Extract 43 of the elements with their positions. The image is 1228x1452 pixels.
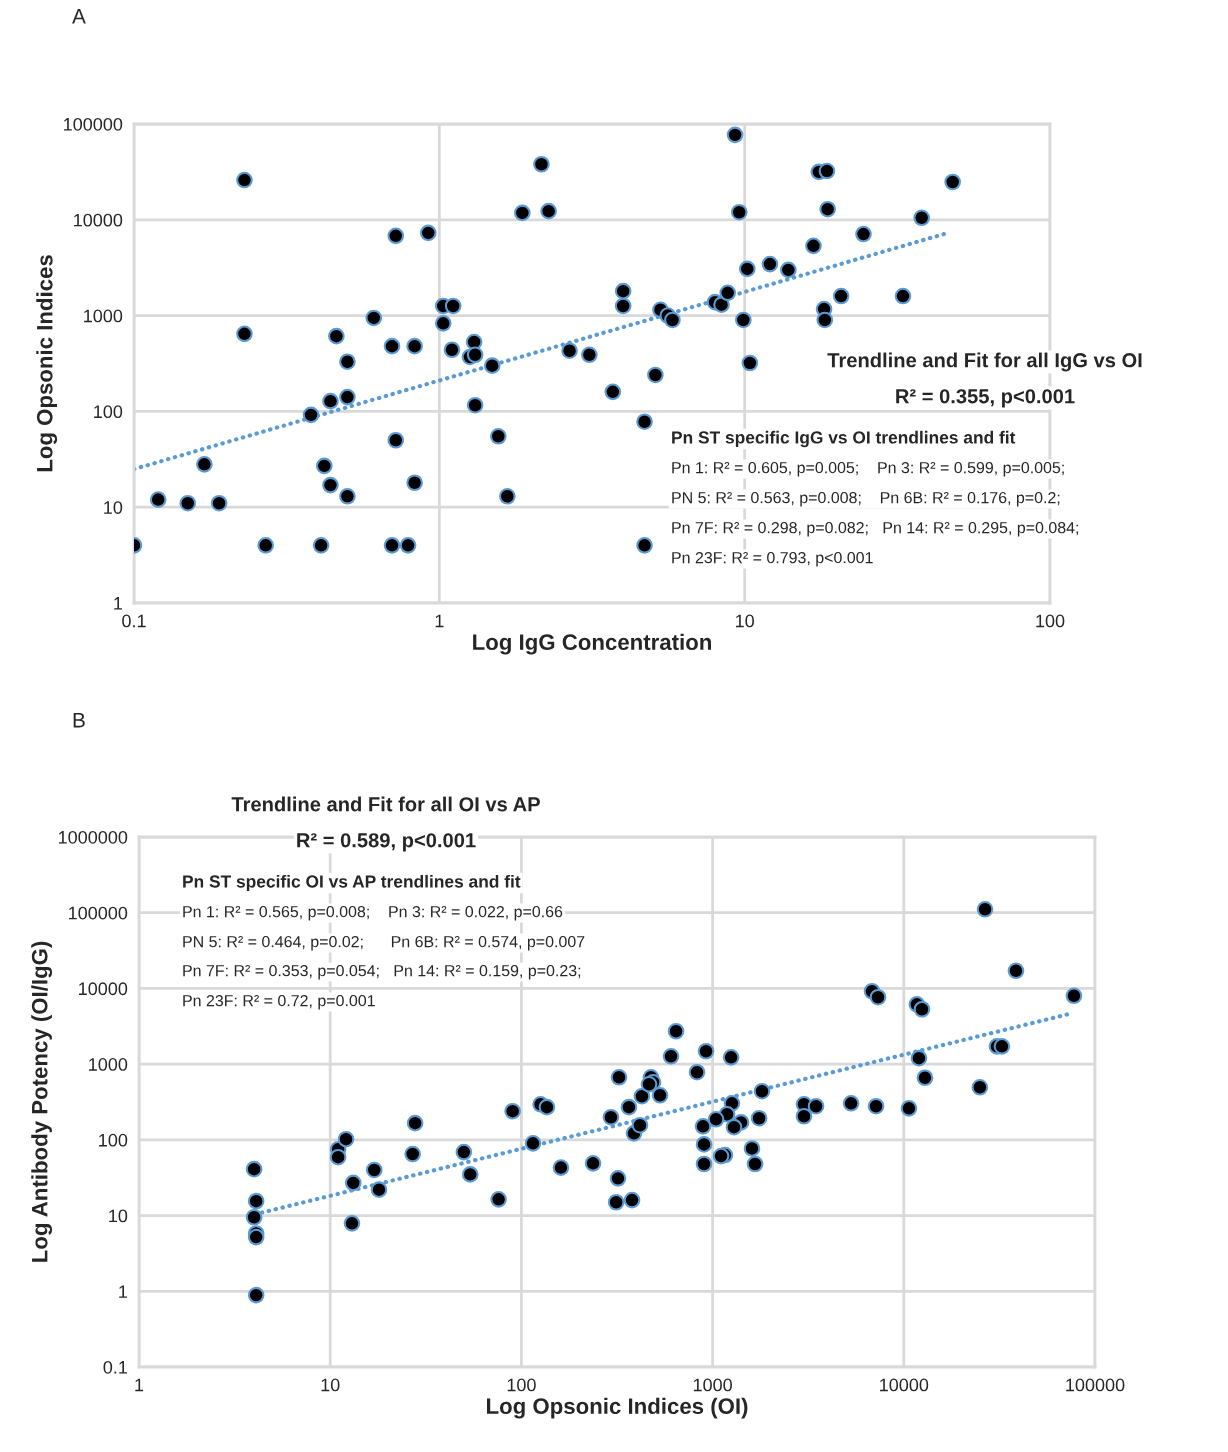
x-tick-label: 1 <box>435 614 444 628</box>
y-tick-label: 1 <box>114 597 123 610</box>
x-tick-label: 10 <box>321 1378 340 1392</box>
annotation: Pn 23F: R² = 0.72, p=0.001 <box>183 994 375 1010</box>
y-tick-label: 100 <box>99 1133 128 1147</box>
annotation: Pn 7F: R² = 0.353, p=0.054; Pn 14: R² = 0.159, p=0.23; <box>183 964 581 980</box>
x-tick-label: 100 <box>507 1378 536 1392</box>
annotation: PN 5: R² = 0.563, p=0.008; Pn 6B: R² = 0.176, p=0.2; <box>672 491 1060 507</box>
x-tick-label: 10000 <box>880 1378 929 1392</box>
x-tick-label: 1000 <box>693 1378 732 1392</box>
annotation: Pn ST specific IgG vs OI trendlines and fit <box>672 430 1016 448</box>
annotation: R² = 0.355, p<0.001 <box>896 389 1075 408</box>
annotation: Pn 7F: R² = 0.298, p=0.082; Pn 14: R² = 0.295, p=0.084; <box>672 521 1079 537</box>
annotation: Pn 23F: R² = 0.793, p<0.001 <box>672 551 873 567</box>
y-axis-title: Log Opsonic Indices <box>36 255 58 472</box>
annotation: Pn 1: R² = 0.605, p=0.005; Pn 3: R² = 0.599, p=0.005; <box>672 461 1064 477</box>
y-tick-label: 10 <box>109 1209 128 1223</box>
annotation: Pn ST specific OI vs AP trendlines and fit <box>183 874 521 892</box>
annotation: Trendline and Fit for all IgG vs OI <box>827 352 1142 372</box>
y-tick-label: 1000 <box>84 309 123 323</box>
annotation: PN 5: R² = 0.464, p=0.02; Pn 6B: R² = 0.574, p=0.007 <box>183 935 585 951</box>
y-tick-label: 100 <box>94 405 123 419</box>
annotation: R² = 0.589, p<0.001 <box>297 833 476 852</box>
x-tick-label: 10 <box>736 614 754 628</box>
y-tick-label: 100000 <box>69 906 128 920</box>
annotation: Pn 1: R² = 0.565, p=0.008; Pn 3: R² = 0.022, p=0.66 <box>183 905 563 921</box>
chart-title: B <box>73 713 85 728</box>
x-tick-label: 100000 <box>1066 1378 1125 1392</box>
x-axis-title: Log IgG Concentration <box>473 633 711 655</box>
y-tick-label: 1000 <box>89 1058 128 1071</box>
y-axis-title: Log Antibody Potency (OI/IgG) <box>31 941 53 1262</box>
x-axis-title: Log Opsonic Indices (OI) <box>487 1397 748 1419</box>
y-tick-label: 10000 <box>79 982 128 996</box>
y-tick-label: 100000 <box>64 117 123 131</box>
y-tick-label: 1 <box>119 1285 128 1298</box>
text: Trendline and Fit for all OI vs AP <box>231 796 540 812</box>
y-tick-label: 10000 <box>74 213 123 227</box>
y-tick-label: 1000000 <box>58 830 128 844</box>
chart-title: A <box>72 9 86 24</box>
y-tick-label: 0.1 <box>103 1360 128 1374</box>
x-tick-label: 1 <box>135 1378 144 1392</box>
y-tick-label: 10 <box>104 501 123 514</box>
x-tick-label: 100 <box>1036 614 1065 628</box>
